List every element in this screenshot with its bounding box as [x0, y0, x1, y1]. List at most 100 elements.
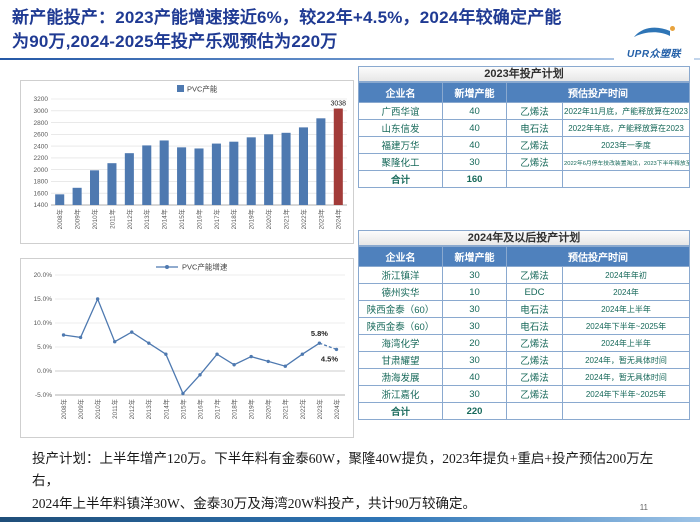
table-row: 陕西金泰（60） 30 电石法 2024年上半年 — [358, 300, 690, 318]
data-point-marker — [113, 340, 117, 344]
data-point-marker — [334, 347, 339, 352]
growth-line-forecast — [319, 342, 337, 351]
data-point-marker — [198, 373, 202, 377]
table-cell — [506, 170, 563, 188]
bar — [246, 137, 256, 205]
bar — [264, 134, 274, 205]
bar — [72, 187, 82, 205]
y-axis-tick-label: 1800 — [34, 179, 49, 186]
table-cell: 电石法 — [506, 300, 563, 318]
page-number: 11 — [639, 503, 648, 512]
table-cell: 电石法 — [506, 317, 563, 335]
x-axis-tick-label: 2021年 — [281, 209, 290, 229]
bar — [316, 118, 326, 205]
table-cell: 2024年下半年~2025年 — [562, 385, 690, 403]
data-point-marker — [266, 359, 270, 364]
table-cell: 渤海发展 — [358, 368, 443, 386]
pvc-capacity-bar-chart: 1400 1600 1800 2000 2200 2400 2600 2800 3000 3200… — [20, 80, 354, 244]
data-point-marker — [95, 297, 100, 301]
bar — [298, 127, 308, 205]
company-logo: UPR众塑联 — [614, 24, 694, 60]
x-axis-tick-label: 2022年 — [298, 399, 307, 419]
data-point-marker — [130, 330, 134, 334]
table-cell: 40 — [442, 136, 507, 154]
footer-line1: 投产计划：上半年增产120万。下半年料有金泰60W，聚隆40W提负，2023年提… — [32, 451, 654, 489]
column-header: 新增产能 — [442, 246, 507, 267]
data-point-marker — [215, 352, 219, 356]
bar — [124, 153, 134, 205]
bar-value-label: 3038 — [331, 101, 347, 108]
table-cell: 陕西金泰（60） — [358, 300, 443, 318]
table-row: 渤海发展 40 乙烯法 2024年，暂无具体时间 — [358, 368, 690, 386]
table-cell: 山东信发 — [358, 119, 443, 137]
bottom-divider — [0, 517, 700, 522]
bar — [229, 141, 239, 205]
bar — [211, 143, 221, 205]
column-header: 企业名 — [358, 82, 443, 103]
table-cell: 10 — [442, 283, 507, 301]
table-row: 陕西金泰（60） 30 电石法 2024年下半年~2025年 — [358, 317, 690, 335]
bar — [90, 170, 100, 205]
table-cell: 2024年年初 — [562, 266, 690, 284]
table-cell: 电石法 — [506, 119, 563, 137]
x-axis-tick-label: 2015年 — [177, 209, 186, 229]
table-cell: 聚隆化工 — [358, 153, 443, 171]
table-cell: 2024年上半年 — [562, 334, 690, 352]
table-cell: EDC — [506, 283, 563, 301]
table-header-row: 企业名 新增产能 预估投产时间 — [358, 246, 690, 267]
y-axis-tick-label: 20.0% — [34, 272, 53, 279]
bar — [177, 147, 187, 205]
table-cell — [562, 170, 690, 188]
y-axis-tick-label: 3000 — [34, 108, 49, 115]
data-point-marker — [249, 354, 253, 359]
table-cell: 海湾化学 — [358, 334, 443, 352]
data-point-marker — [232, 363, 236, 367]
x-axis-tick-label: 2019年 — [247, 399, 256, 419]
table-cell: 乙烯法 — [506, 385, 563, 403]
table-cell: 40 — [442, 119, 507, 137]
plan-table-2024: 企业名 新增产能 预估投产时间 浙江镇洋 30 乙烯法 2024年年初 德州实华 10 EDC 2… — [358, 246, 690, 420]
column-header: 预估投产时间 — [506, 82, 690, 103]
table-cell: 陕西金泰（60） — [358, 317, 443, 335]
y-axis-tick-label: 0.0% — [37, 368, 52, 375]
table-cell: 30 — [442, 385, 507, 403]
table-cell: 30 — [442, 300, 507, 318]
table-cell: 浙江嘉化 — [358, 385, 443, 403]
data-point-marker — [78, 335, 83, 340]
page-title: 新产能投产：2023产能增速接近6%，较22年+4.5%，2024年较确定产能 … — [12, 6, 616, 54]
data-point-marker — [164, 352, 168, 356]
table-cell: 2024年，暂无具体时间 — [562, 368, 690, 386]
x-axis-tick-label: 2011年 — [110, 399, 119, 419]
x-axis-tick-label: 2017年 — [212, 209, 221, 229]
x-axis-tick-label: 2017年 — [212, 399, 221, 419]
y-axis-tick-label: 2400 — [34, 143, 49, 150]
table-cell: 甘肃耀望 — [358, 351, 443, 369]
logo-swoosh-icon — [634, 26, 675, 37]
x-axis-tick-label: 2024年 — [332, 399, 341, 419]
data-label: 4.5% — [321, 354, 338, 363]
table-cell: 20 — [442, 334, 507, 352]
table-row: 合计 220 — [358, 402, 690, 420]
table-cell: 福建万华 — [358, 136, 443, 154]
table-row: 德州实华 10 EDC 2024年 — [358, 283, 690, 301]
x-axis-tick-label: 2018年 — [230, 399, 239, 419]
table-cell: 乙烯法 — [506, 351, 563, 369]
legend-label: PVC产能增速 — [182, 262, 228, 272]
table-cell: 合计 — [358, 170, 443, 188]
table-title-2023: 2023年投产计划 — [358, 66, 690, 82]
x-axis-tick-label: 2021年 — [281, 399, 290, 419]
growth-line — [63, 297, 320, 395]
x-axis-tick-label: 2023年 — [316, 209, 325, 229]
legend-marker — [165, 265, 169, 269]
table-cell: 乙烯法 — [506, 368, 563, 386]
data-point-marker — [283, 364, 287, 368]
title-divider — [0, 58, 700, 60]
table-row: 山东信发 40 电石法 2022年年底，产能释放算在2023 — [358, 119, 690, 137]
x-axis-tick-label: 2018年 — [229, 209, 238, 229]
y-axis-tick-label: 2000 — [34, 167, 49, 174]
table-cell: 2022年6月停车技改装置淘汰，2023下半年释放至正常负荷 — [562, 153, 690, 171]
table-cell: 40 — [442, 368, 507, 386]
y-axis-tick-label: 2200 — [34, 155, 49, 162]
